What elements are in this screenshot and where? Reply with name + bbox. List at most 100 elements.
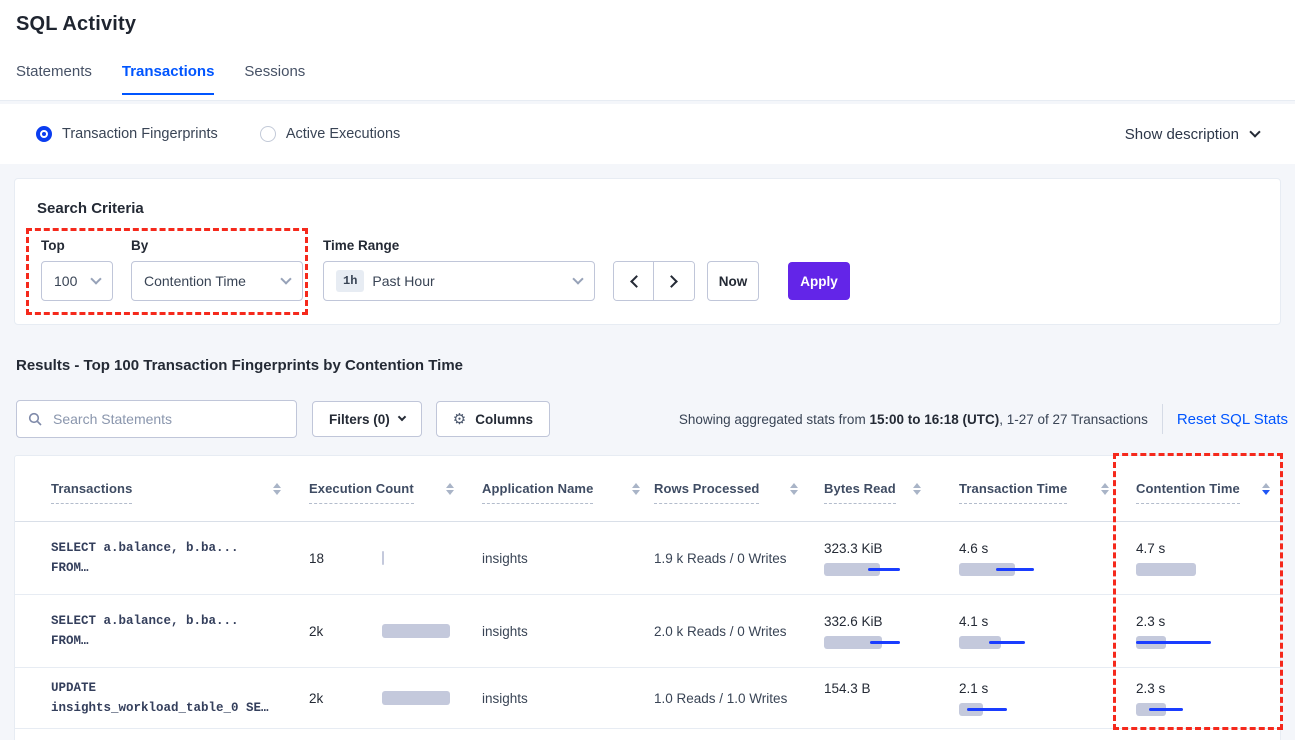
- top-select[interactable]: 100: [41, 261, 113, 301]
- stats-summary: Showing aggregated stats from 15:00 to 1…: [678, 411, 1148, 427]
- transaction-time-cell: 2.1 s: [959, 681, 1136, 716]
- table-row[interactable]: UPDATE insights_workload_table_0 SE… 2k …: [15, 668, 1280, 729]
- chevron-down-icon: [572, 273, 584, 285]
- search-criteria-controls: Top 100 By Contention Time Time Range 1h…: [37, 238, 1258, 301]
- execution-count-bar: [382, 691, 450, 705]
- by-field: By Contention Time: [131, 238, 303, 301]
- now-button[interactable]: Now: [707, 261, 759, 301]
- application-name-cell: insights: [482, 623, 528, 639]
- time-prev-button[interactable]: [614, 262, 654, 300]
- transaction-time-stdev-line: [989, 640, 1025, 644]
- transaction-time-bar: [959, 562, 1015, 576]
- column-header-application-name[interactable]: Application Name: [473, 481, 651, 504]
- transaction-time-stdev-line: [967, 707, 1007, 711]
- bytes-read-bar-chart: [824, 562, 934, 576]
- top-select-value: 100: [54, 273, 78, 289]
- search-icon: [28, 412, 42, 426]
- transaction-time-bar-chart: [959, 562, 1069, 576]
- apply-button[interactable]: Apply: [788, 262, 850, 300]
- transaction-time-bar-chart: [959, 702, 1069, 716]
- chevron-left-icon: [630, 274, 643, 288]
- bytes-read-stdev-line: [870, 640, 900, 644]
- top-field: Top 100: [41, 238, 113, 301]
- contention-time-stdev-line: [1149, 707, 1183, 711]
- search-statements-box: [16, 400, 297, 438]
- radio-active-executions[interactable]: Active Executions: [259, 126, 401, 142]
- execution-count-bar: [382, 624, 450, 638]
- contention-time-cell: 4.7 s: [1136, 541, 1282, 576]
- search-statements-input[interactable]: [16, 400, 297, 438]
- radio-label: Transaction Fingerprints: [62, 126, 218, 142]
- radio-unselected-icon: [259, 126, 276, 142]
- tab-statements[interactable]: Statements: [16, 63, 92, 80]
- transaction-query-link[interactable]: SELECT a.balance, b.ba... FROM…: [51, 614, 239, 648]
- column-header-contention-time[interactable]: Contention Time: [1136, 481, 1282, 504]
- column-header-execution-count[interactable]: Execution Count: [301, 481, 473, 504]
- time-range-select[interactable]: 1h Past Hour: [323, 261, 595, 301]
- bytes-read-bar-chart: [824, 635, 934, 649]
- columns-button[interactable]: ⚙ Columns: [435, 401, 550, 437]
- contention-time-bar: [1136, 562, 1196, 576]
- time-range-badge: 1h: [336, 270, 365, 292]
- transaction-query-link[interactable]: UPDATE insights_workload_table_0 SE…: [51, 681, 269, 715]
- application-name-cell: insights: [482, 550, 528, 566]
- contention-time-bar-chart: [1136, 702, 1246, 716]
- execution-count-cell: 2k: [301, 624, 473, 639]
- chevron-down-icon: [1249, 126, 1261, 138]
- column-header-rows-processed[interactable]: Rows Processed: [651, 481, 824, 504]
- rows-processed-cell: 2.0 k Reads / 0 Writes: [654, 623, 787, 639]
- radio-transaction-fingerprints[interactable]: Transaction Fingerprints: [36, 126, 218, 142]
- bytes-read-cell: 332.6 KiB: [824, 614, 959, 649]
- page-title: SQL Activity: [16, 13, 137, 35]
- reset-sql-stats-link[interactable]: Reset SQL Stats: [1176, 410, 1288, 428]
- contention-time-cell: 2.3 s: [1136, 681, 1282, 716]
- tab-transactions[interactable]: Transactions: [121, 63, 215, 95]
- rows-processed-cell: 1.0 Reads / 1.0 Writes: [654, 690, 788, 706]
- contention-time-stdev-line: [1136, 640, 1211, 644]
- radio-label: Active Executions: [285, 126, 401, 142]
- page-header: SQL Activity Statements Transactions Ses…: [0, 0, 1295, 101]
- bytes-read-bar: [824, 562, 880, 576]
- transaction-time-bar-chart: [959, 635, 1069, 649]
- column-header-transactions[interactable]: Transactions: [15, 481, 301, 504]
- by-select-value: Contention Time: [144, 273, 246, 289]
- bytes-read-cell: 154.3 B: [824, 681, 959, 716]
- sort-icon: [273, 482, 281, 495]
- bytes-read-cell: 323.3 KiB: [824, 541, 959, 576]
- column-header-bytes-read[interactable]: Bytes Read: [824, 481, 959, 504]
- contention-time-bar-chart: [1136, 635, 1246, 649]
- filters-button[interactable]: Filters (0): [312, 401, 422, 437]
- table-row[interactable]: SELECT a.balance, b.ba... FROM… 2k insig…: [15, 595, 1280, 668]
- transaction-query-link[interactable]: SELECT a.balance, b.ba... FROM…: [51, 541, 239, 575]
- contention-time-cell: 2.3 s: [1136, 614, 1282, 649]
- table-header-row: Transactions Execution Count Application…: [15, 456, 1280, 522]
- stats-area: Showing aggregated stats from 15:00 to 1…: [679, 404, 1288, 434]
- transactions-table: Transactions Execution Count Application…: [14, 453, 1283, 740]
- sort-icon: [632, 482, 640, 495]
- results-controls-row: Filters (0) ⚙ Columns Showing aggregated…: [16, 400, 1288, 438]
- gear-icon: ⚙: [452, 409, 467, 428]
- by-select[interactable]: Contention Time: [131, 261, 303, 301]
- time-range-nav-group: [613, 261, 695, 301]
- application-name-cell: insights: [482, 690, 528, 706]
- transaction-time-cell: 4.6 s: [959, 541, 1136, 576]
- vertical-divider: [1161, 404, 1163, 434]
- sort-icon: [446, 482, 454, 495]
- execution-count-bar: [382, 551, 384, 565]
- column-header-transaction-time[interactable]: Transaction Time: [959, 481, 1136, 504]
- transaction-time-stdev-line: [996, 567, 1034, 571]
- sort-icon-active-desc: [1262, 482, 1270, 495]
- chevron-right-icon: [664, 274, 678, 288]
- radio-selected-icon: [36, 126, 52, 142]
- show-description-toggle[interactable]: Show description: [1124, 125, 1261, 143]
- bytes-read-bar-chart: [824, 703, 934, 716]
- show-description-label: Show description: [1124, 125, 1239, 143]
- tab-sessions[interactable]: Sessions: [244, 63, 306, 80]
- execution-count-cell: 2k: [301, 691, 473, 706]
- time-next-button[interactable]: [654, 262, 694, 300]
- chevron-down-icon: [397, 412, 407, 422]
- sort-icon: [1101, 482, 1109, 495]
- table-row[interactable]: SELECT a.balance, b.ba... FROM… 18 insig…: [15, 522, 1280, 595]
- sort-icon: [913, 482, 921, 495]
- columns-label: Columns: [475, 411, 533, 427]
